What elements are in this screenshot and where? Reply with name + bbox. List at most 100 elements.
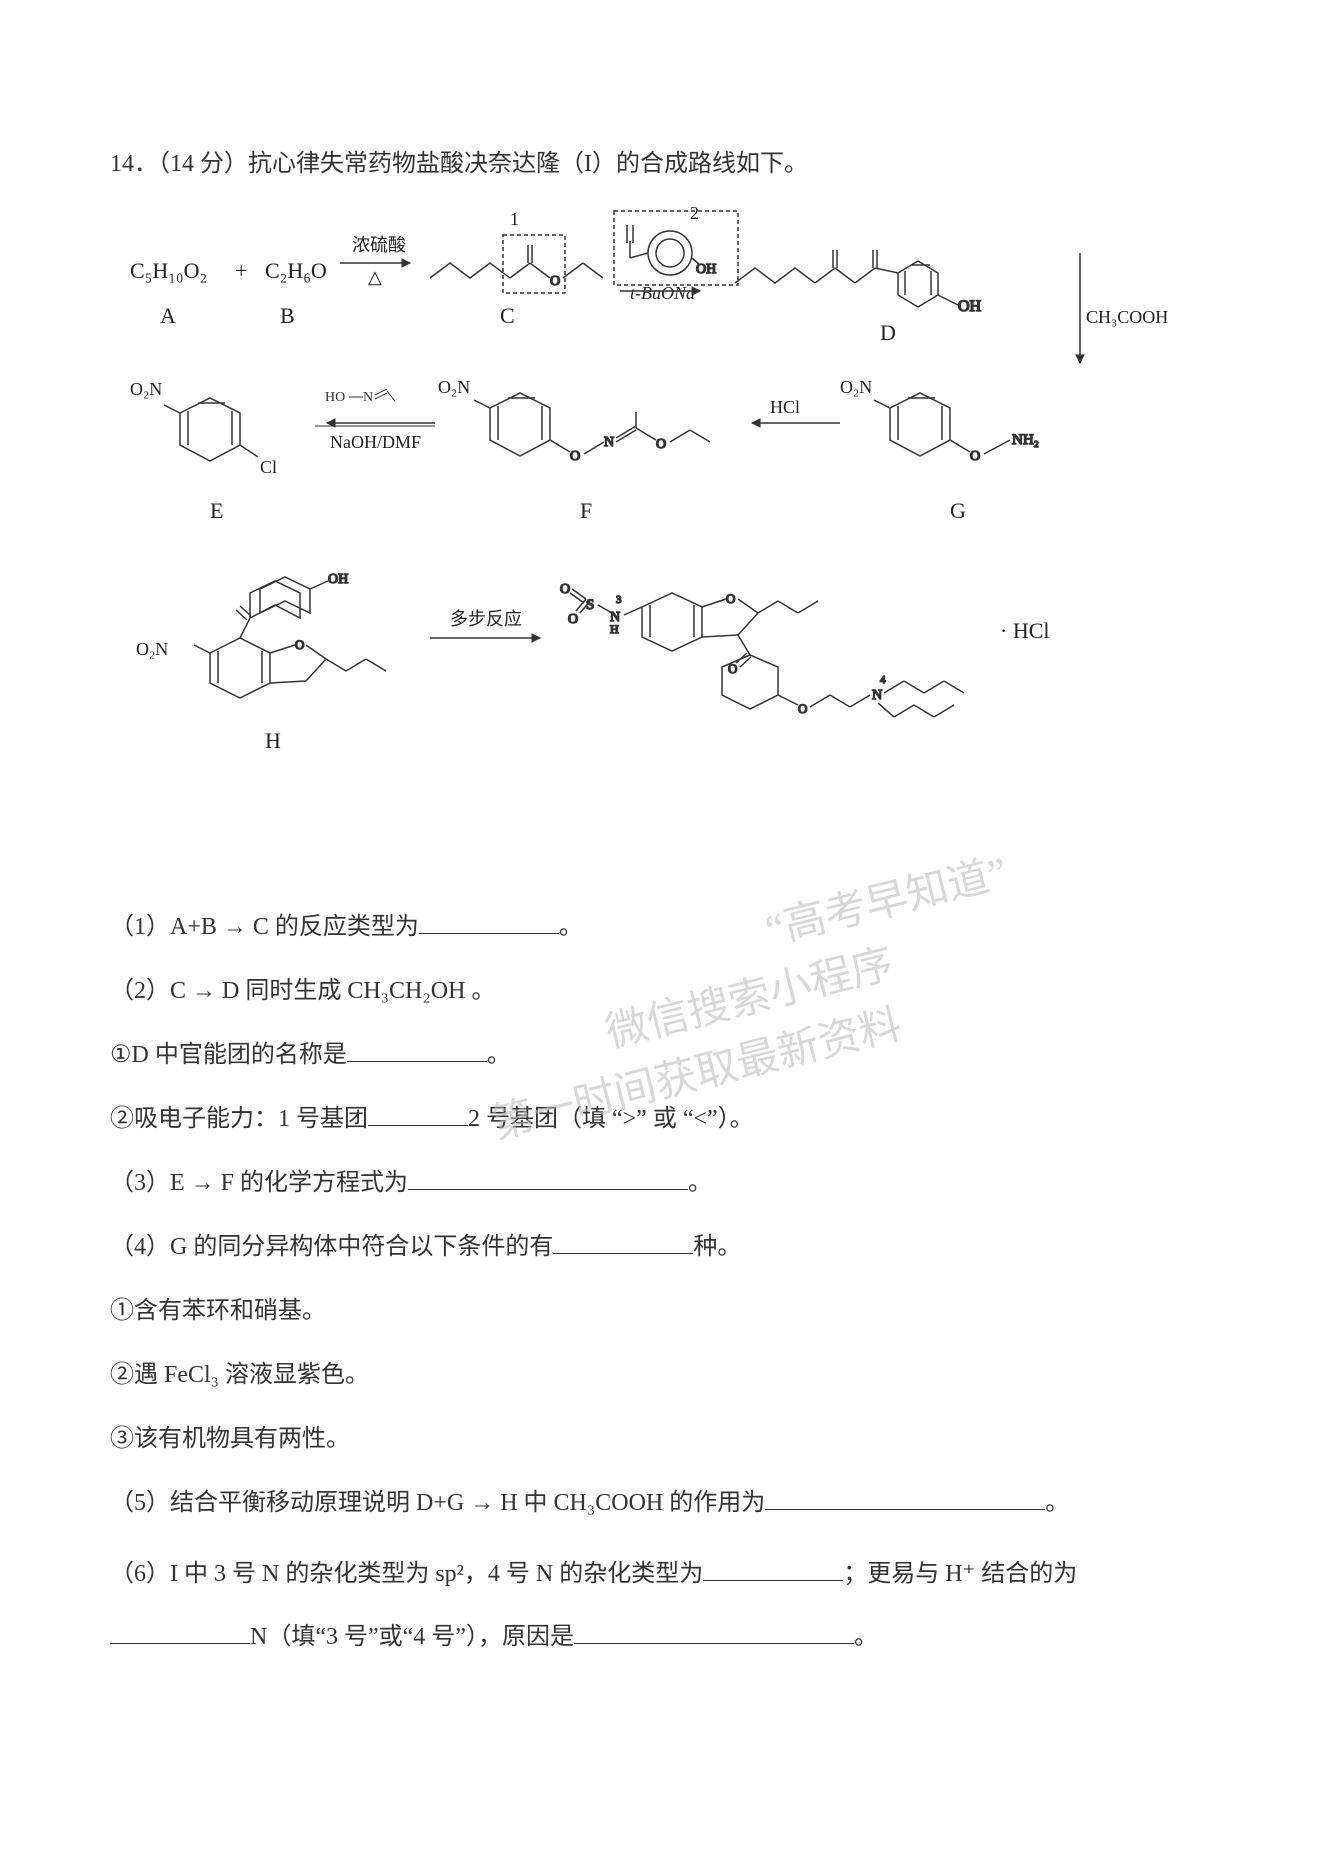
q6-blank3 [574, 1616, 854, 1643]
content-column: 14．（14 分）抗心律失常药物盐酸决奈达隆（I）的合成路线如下。 C₅H₁₀O… [110, 145, 1210, 1684]
sub-q2b: ②吸电子能力：1 号基团 2 号基团（填 “>” 或 “<”）。 [110, 1095, 1210, 1143]
arrow-c-d [620, 273, 710, 297]
q6-pre: （6）I 中 3 号 N 的杂化类型为 sp²，4 号 N 的杂化类型为 [110, 1561, 703, 1587]
svg-text:O: O [798, 701, 807, 716]
q5-end: 。 [1045, 1490, 1069, 1516]
svg-text:HO: HO [325, 390, 345, 405]
svg-text:H: H [610, 622, 619, 636]
label-B: B [280, 298, 295, 333]
box1-label: 1 [510, 205, 519, 234]
label-F: F [580, 493, 592, 528]
svg-text:O: O [550, 274, 560, 289]
sub-q2-lead: （2）C → D 同时生成 CH₃CH₂OH 。 [110, 967, 1210, 1015]
q1-blank [419, 907, 559, 934]
sub-q4b: ②遇 FeCl₃ 溶液显紫色。 [110, 1351, 1210, 1399]
svg-text:N: N [604, 435, 614, 450]
svg-text:O: O [726, 591, 735, 606]
svg-text:N: N [363, 390, 373, 405]
q6-suffix: N（填“3 号”或“4 号”），原因是 [250, 1624, 574, 1650]
sub-q4: （4）G 的同分异构体中符合以下条件的有 种。 [110, 1223, 1210, 1271]
q3-text: （3）E → F 的化学方程式为 [110, 1170, 408, 1196]
svg-text:4: 4 [880, 674, 886, 686]
svg-text:OH: OH [958, 298, 982, 313]
question-heading: 14．（14 分）抗心律失常药物盐酸决奈达隆（I）的合成路线如下。 [110, 145, 1210, 183]
q2a-end: 。 [487, 1042, 511, 1068]
q4-blank [553, 1227, 693, 1254]
g-no2: O₂N [840, 373, 872, 402]
arrow1-bottom: △ [368, 263, 382, 292]
q6-blank2 [110, 1616, 250, 1643]
svg-text:O: O [568, 612, 578, 627]
label-D: D [880, 315, 896, 350]
arrow-h-label: 多步反应 [450, 605, 522, 634]
q3-blank [408, 1163, 688, 1190]
compound-D-structure: OH [730, 213, 1050, 313]
q2a-text: ①D 中官能团的名称是 [110, 1042, 347, 1068]
q2b-blank [368, 1099, 468, 1126]
q1-end: 。 [559, 914, 583, 940]
question-stem: 抗心律失常药物盐酸决奈达隆（I）的合成路线如下。 [248, 151, 808, 177]
compound-C-structure: O [425, 223, 615, 303]
q1-text: （1）A+B → C 的反应类型为 [110, 914, 419, 940]
svg-text:O: O [570, 449, 580, 464]
label-E: E [210, 493, 223, 528]
e-no2: O₂N [130, 375, 162, 404]
svg-text:O: O [295, 637, 304, 652]
plus-sign: + [235, 253, 247, 288]
compound-A-formula: C₅H₁₀O₂ [130, 253, 207, 288]
arrow1-top: 浓硫酸 [352, 231, 406, 260]
question-number: 14 [110, 151, 134, 177]
ch3cooh-label: CH₃COOH [1086, 303, 1168, 332]
synthesis-scheme: C₅H₁₀O₂ + C₂H₆O A B 浓硫酸 △ O [130, 203, 1190, 873]
svg-text:O: O [656, 437, 666, 452]
svg-text:NH₂: NH₂ [1012, 432, 1039, 448]
label-G: G [950, 493, 966, 528]
arrow-e-top: HO N [325, 385, 395, 416]
e-cl: Cl [260, 453, 277, 482]
q5-pre: （5）结合平衡移动原理说明 D+G → H 中 CH₃COOH 的作用为 [110, 1490, 765, 1516]
q6-mid: ；更易与 H⁺ 结合的为 [843, 1561, 1077, 1587]
arrow-e-bottom: NaOH/DMF [330, 428, 421, 457]
q3-end: 。 [688, 1170, 712, 1196]
sub-q2a: ①D 中官能团的名称是 。 [110, 1031, 1210, 1079]
svg-text:OH: OH [328, 572, 348, 587]
label-A: A [160, 298, 176, 333]
label-H: H [265, 723, 281, 758]
compound-G-structure: O NH₂ [850, 368, 1100, 478]
svg-text:O: O [560, 582, 570, 597]
q4b-text: ②遇 FeCl₃ 溶液显紫色。 [110, 1362, 369, 1388]
q4-end: 种。 [693, 1234, 741, 1260]
svg-text:3: 3 [616, 594, 622, 606]
h-no2: O₂N [136, 635, 168, 664]
sub-q5: （5）结合平衡移动原理说明 D+G → H 中 CH₃COOH 的作用为 。 [110, 1479, 1210, 1527]
compound-B-formula: C₂H₆O [265, 253, 327, 288]
sub-q4c: ③该有机物具有两性。 [110, 1415, 1210, 1463]
sub-q3: （3）E → F 的化学方程式为 。 [110, 1159, 1210, 1207]
question-points: （14 分） [158, 151, 248, 177]
page-root: 14．（14 分）抗心律失常药物盐酸决奈达隆（I）的合成路线如下。 C₅H₁₀O… [0, 0, 1323, 1871]
arrow-f-top: HCl [770, 393, 800, 422]
q2b-pre: ②吸电子能力：1 号基团 [110, 1106, 368, 1132]
q4-text: （4）G 的同分异构体中符合以下条件的有 [110, 1234, 553, 1260]
sub-q1: （1）A+B → C 的反应类型为 。 [110, 903, 1210, 951]
compound-I-structure: O S O N H 3 O [550, 553, 1030, 773]
q2b-mid: 2 号基团（填 “>” 或 “<”）。 [468, 1106, 754, 1132]
i-hcl: · HCl [1000, 613, 1050, 648]
compound-F-structure: O N O [450, 368, 730, 488]
q2-lead: （2）C → D 同时生成 CH₃CH₂OH 。 [110, 978, 495, 1004]
svg-text:N: N [872, 688, 882, 703]
q4c-text: ③该有机物具有两性。 [110, 1426, 350, 1452]
q5-blank [765, 1483, 1045, 1510]
q6-end: 。 [854, 1624, 878, 1650]
label-C: C [500, 298, 515, 333]
q4a-text: ①含有苯环和硝基。 [110, 1298, 326, 1324]
box2-label: 2 [690, 199, 699, 228]
q2a-blank [347, 1035, 487, 1062]
compound-E-structure [140, 373, 310, 483]
svg-text:O: O [970, 449, 980, 464]
sub-q4a: ①含有苯环和硝基。 [110, 1287, 1210, 1335]
compound-H-structure: O OH [150, 563, 430, 713]
q6-blank1 [703, 1554, 843, 1581]
sub-q6: （6）I 中 3 号 N 的杂化类型为 sp²，4 号 N 的杂化类型为 ；更易与… [110, 1543, 1210, 1668]
f-no2: O₂N [438, 373, 470, 402]
